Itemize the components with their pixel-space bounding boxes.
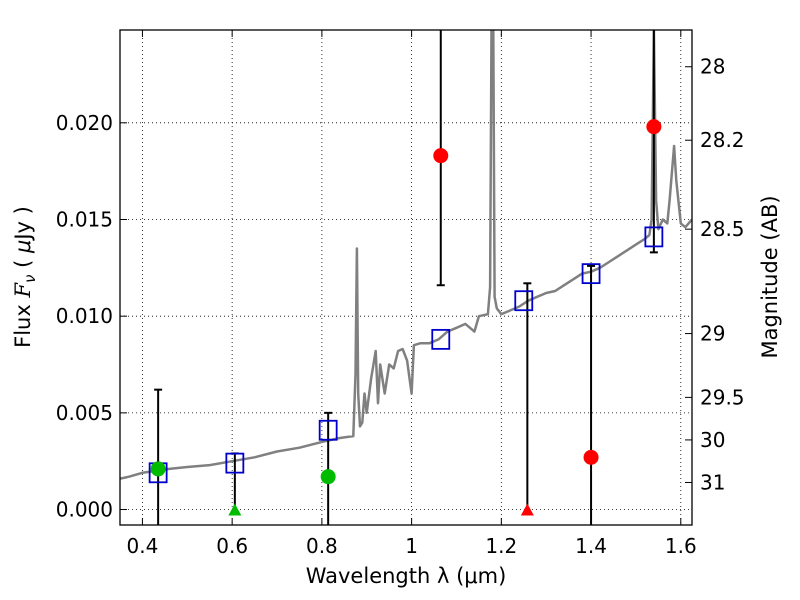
x-tick-label: 0.6 [216, 534, 248, 558]
detection-point [150, 461, 166, 477]
y2-tick-label: 31 [700, 470, 725, 494]
y-tick-label: 0.010 [56, 304, 113, 328]
y-axis-title-part: ( [11, 253, 35, 275]
y2-tick-label: 28.2 [700, 128, 745, 152]
model-photometry-box [581, 263, 601, 285]
y2-tick-label: 29 [700, 322, 725, 346]
detection-point [320, 469, 336, 485]
y-axis-title-part: Jy ) [11, 206, 35, 242]
y-tick-label: 0.000 [56, 498, 113, 522]
x-axis-title: Wavelength λ (μm) [306, 564, 507, 588]
y2-axis-title: Magnitude (AB) [758, 195, 782, 358]
detection-point [646, 119, 662, 135]
x-tick-label: 1.6 [665, 534, 697, 558]
y-axis-title-part: Flux [11, 298, 35, 348]
upper-limit-marker [520, 503, 534, 516]
detection-point [433, 148, 449, 164]
y-tick-label: 0.020 [56, 111, 113, 135]
y2-tick-label: 28.5 [700, 217, 745, 241]
x-tick-label: 0.8 [306, 534, 338, 558]
model-photometry-box [431, 328, 451, 350]
upper-limit-marker [228, 503, 242, 516]
model-photometry-box [318, 419, 338, 441]
model-photometry-box [225, 452, 245, 474]
plot-frame [119, 29, 693, 526]
y2-tick-label: 30 [700, 428, 725, 452]
y-tick-label: 0.015 [56, 207, 113, 231]
y2-tick-label: 28 [700, 55, 725, 79]
y-axis-title-part: F [11, 282, 35, 299]
x-tick-label: 1 [405, 534, 418, 558]
model-photometry-box [514, 290, 534, 312]
data-marks [120, 30, 692, 525]
y-tick-label: 0.005 [56, 401, 113, 425]
x-tick-label: 0.4 [127, 534, 159, 558]
sed-template-line [120, 30, 692, 480]
y-axis-title-part: μ [11, 240, 35, 254]
plot-area: 0.4 0.6 0.8 1 1.2 1.4 1.6 0.000 0.005 0.010 0.015 0… [56, 29, 745, 558]
detection-point [583, 449, 599, 465]
x-tick-label: 1.4 [575, 534, 607, 558]
y2-tick-label: 29.5 [700, 385, 745, 409]
x-tick-label: 1.2 [485, 534, 517, 558]
model-photometry-box [644, 226, 664, 248]
y-axis-title-part: ν [21, 275, 39, 283]
y-axis-title: Flux Fν ( μJy ) [11, 206, 39, 348]
